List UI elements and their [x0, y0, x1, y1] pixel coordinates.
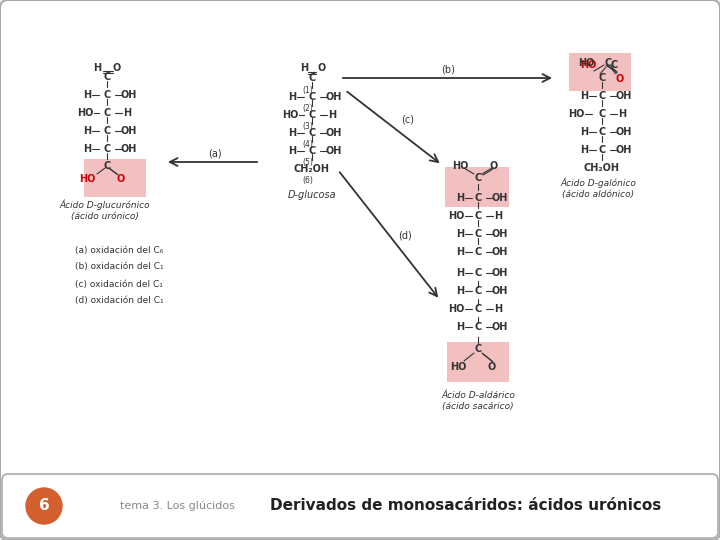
- Text: (3): (3): [302, 122, 313, 131]
- Text: C: C: [474, 211, 482, 221]
- Text: H: H: [456, 268, 464, 278]
- Text: OH: OH: [616, 145, 632, 155]
- Text: O: O: [318, 63, 326, 73]
- Text: C: C: [104, 90, 111, 100]
- FancyBboxPatch shape: [447, 342, 509, 382]
- Text: C: C: [308, 73, 315, 83]
- Text: H: H: [300, 63, 308, 73]
- Text: C: C: [611, 60, 618, 70]
- Text: (ácido aldónico): (ácido aldónico): [562, 191, 634, 199]
- Text: C: C: [308, 128, 315, 138]
- Text: (4): (4): [302, 139, 313, 148]
- Text: (ácido urónico): (ácido urónico): [71, 213, 139, 221]
- FancyBboxPatch shape: [445, 167, 509, 207]
- Text: H: H: [580, 145, 588, 155]
- Text: C: C: [104, 72, 111, 82]
- Text: OH: OH: [326, 92, 342, 102]
- Text: (d) oxidación del C₁: (d) oxidación del C₁: [75, 296, 163, 306]
- Text: OH: OH: [492, 229, 508, 239]
- Text: H: H: [288, 128, 296, 138]
- Text: OH: OH: [121, 90, 138, 100]
- FancyBboxPatch shape: [569, 53, 631, 91]
- Text: C: C: [598, 91, 606, 101]
- Text: H: H: [494, 211, 502, 221]
- Text: O: O: [117, 174, 125, 184]
- Text: Derivados de monosacáridos: ácidos urónicos: Derivados de monosacáridos: ácidos uróni…: [270, 498, 661, 514]
- Text: (a): (a): [208, 149, 222, 159]
- Text: C: C: [308, 110, 315, 120]
- Text: (b) oxidación del C₁: (b) oxidación del C₁: [75, 262, 163, 272]
- Text: H: H: [288, 92, 296, 102]
- Text: OH: OH: [616, 91, 632, 101]
- Circle shape: [26, 488, 62, 524]
- Text: H: H: [93, 63, 101, 73]
- Text: C: C: [598, 109, 606, 119]
- Text: H: H: [288, 146, 296, 156]
- Text: O: O: [490, 161, 498, 171]
- Text: C: C: [474, 344, 482, 354]
- Text: H: H: [456, 322, 464, 332]
- Text: OH: OH: [492, 322, 508, 332]
- Text: (d): (d): [398, 230, 412, 240]
- Text: D-glucosa: D-glucosa: [288, 190, 336, 200]
- Text: HO: HO: [452, 161, 468, 171]
- Text: C: C: [104, 126, 111, 136]
- Text: (5): (5): [302, 158, 313, 166]
- Text: H: H: [456, 229, 464, 239]
- Text: C: C: [598, 73, 606, 83]
- Text: C: C: [604, 58, 611, 68]
- Text: C: C: [474, 247, 482, 257]
- FancyBboxPatch shape: [2, 474, 718, 538]
- Text: tema 3. Los glúcidos: tema 3. Los glúcidos: [120, 501, 235, 511]
- Text: H: H: [580, 91, 588, 101]
- Text: H: H: [580, 127, 588, 137]
- Text: (c) oxidación del C₁: (c) oxidación del C₁: [75, 280, 163, 288]
- Text: (ácido sacárico): (ácido sacárico): [442, 402, 514, 411]
- Text: 6: 6: [39, 498, 50, 514]
- Text: HO: HO: [578, 58, 594, 68]
- Text: HO: HO: [580, 60, 596, 70]
- Text: OH: OH: [121, 126, 138, 136]
- Text: H: H: [123, 108, 131, 118]
- Text: OH: OH: [326, 128, 342, 138]
- Text: C: C: [474, 173, 482, 183]
- Text: OH: OH: [326, 146, 342, 156]
- Text: C: C: [598, 145, 606, 155]
- Text: HO: HO: [568, 109, 584, 119]
- Text: H: H: [618, 109, 626, 119]
- Text: C: C: [474, 229, 482, 239]
- Text: (1): (1): [302, 85, 313, 94]
- Text: O: O: [488, 362, 496, 372]
- Text: C: C: [104, 161, 111, 171]
- Text: Ácido D-aldárico: Ácido D-aldárico: [441, 390, 515, 400]
- Text: OH: OH: [492, 247, 508, 257]
- Text: C: C: [308, 92, 315, 102]
- Text: HO: HO: [78, 174, 95, 184]
- Text: Ácido D-glucurónico: Ácido D-glucurónico: [60, 200, 150, 210]
- Text: H: H: [456, 286, 464, 296]
- Text: C: C: [474, 193, 482, 203]
- Text: (6): (6): [302, 176, 313, 185]
- Text: (a) oxidación del C₆: (a) oxidación del C₆: [75, 246, 163, 254]
- Text: (b): (b): [441, 65, 455, 75]
- Text: (2): (2): [302, 104, 313, 112]
- Text: OH: OH: [616, 127, 632, 137]
- Text: (c): (c): [402, 115, 415, 125]
- Text: C: C: [308, 146, 315, 156]
- Text: H: H: [494, 304, 502, 314]
- Text: HO: HO: [77, 108, 93, 118]
- Text: C: C: [474, 322, 482, 332]
- Text: H: H: [456, 193, 464, 203]
- Text: HO: HO: [282, 110, 298, 120]
- Text: C: C: [474, 304, 482, 314]
- Text: HO: HO: [448, 304, 464, 314]
- Text: H: H: [83, 126, 91, 136]
- Text: HO: HO: [448, 211, 464, 221]
- Text: O: O: [616, 74, 624, 84]
- Text: OH: OH: [492, 286, 508, 296]
- Text: H: H: [83, 144, 91, 154]
- Text: OH: OH: [492, 193, 508, 203]
- Text: CH₂OH: CH₂OH: [294, 164, 330, 174]
- Text: C: C: [474, 268, 482, 278]
